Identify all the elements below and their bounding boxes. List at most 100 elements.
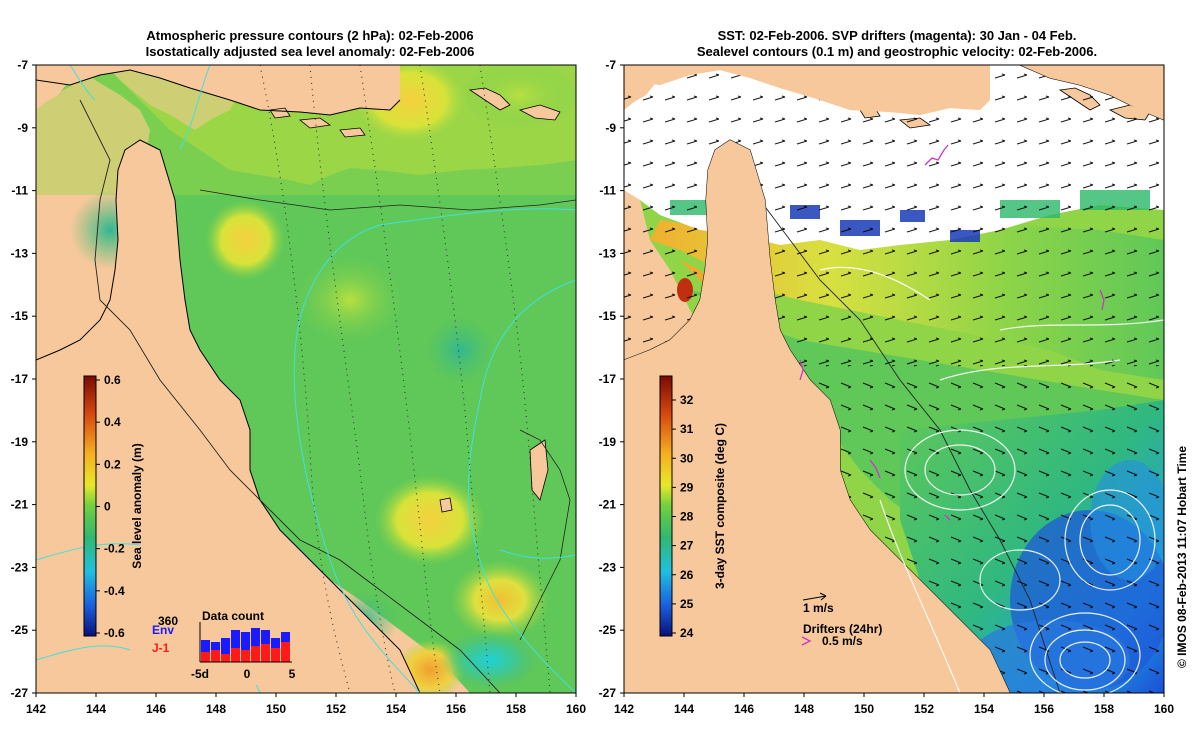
velocity-scale-legend: 1 m/s <box>802 592 834 615</box>
j1-count-bar <box>221 654 230 662</box>
right-map <box>624 65 1164 693</box>
right-lon-axis: 142 144 146 148 150 152 154 156 158 160 <box>614 693 1174 716</box>
colorbar-tick-label: 0.6 <box>104 373 121 387</box>
lon-tick-label: 144 <box>86 702 106 716</box>
data-count-x-tick: -5d <box>191 667 209 681</box>
lon-tick-label: 142 <box>614 702 634 716</box>
lon-tick-label: 148 <box>794 702 814 716</box>
j1-count-bar <box>261 644 270 662</box>
j1-count-bar <box>211 650 220 662</box>
right-colorbar: 32 31 30 29 28 27 26 25 24 3-day SST composite (… <box>659 375 727 640</box>
colorbar-tick-label: 28 <box>680 510 694 524</box>
colorbar-tick-label: 27 <box>680 539 694 553</box>
lat-tick-label: -19 <box>11 435 29 449</box>
lon-tick-label: 150 <box>854 702 874 716</box>
right-lat-axis: -7 -9 -11 -13 -15 -17 -19 -21 -23 -25 -27 <box>599 58 624 700</box>
right-title-line1: SST: 02-Feb-2006. SVP drifters (magenta)… <box>717 28 1077 43</box>
lat-tick-label: -9 <box>605 121 616 135</box>
colorbar-tick-label: 0 <box>104 500 111 514</box>
lat-tick-label: -11 <box>599 184 616 198</box>
drifter-arrow-icon <box>801 636 812 646</box>
lat-tick-label: -15 <box>599 309 617 323</box>
left-map <box>36 65 576 693</box>
drifters-label: Drifters (24hr) <box>803 622 882 636</box>
lon-tick-label: 142 <box>26 702 46 716</box>
lat-tick-label: -7 <box>605 58 616 72</box>
lat-tick-label: -13 <box>599 246 617 260</box>
j1-count-bar <box>201 652 210 662</box>
lat-tick-label: -27 <box>599 686 617 700</box>
j1-count-bar <box>231 648 240 662</box>
env-count-bar <box>201 640 210 662</box>
env-count-bar <box>241 632 250 662</box>
colorbar-tick-label: 0.4 <box>104 415 121 429</box>
right-title-line2: Sealevel contours (0.1 m) and geostrophi… <box>696 44 1098 59</box>
lon-tick-label: 154 <box>974 702 994 716</box>
sla-colorbar-label: Sea level anomaly (m) <box>130 443 144 568</box>
data-count-bars <box>201 628 290 662</box>
lon-tick-label: 158 <box>506 702 526 716</box>
data-count-x-tick: 0 <box>244 667 251 681</box>
env-legend-label: Env <box>152 623 174 637</box>
colorbar-tick-label: 29 <box>680 480 694 494</box>
colorbar-tick-label: 0.2 <box>104 457 121 471</box>
j1-legend-label: J-1 <box>152 641 170 655</box>
sst-colorbar-gradient <box>659 375 673 637</box>
data-count-title: Data count <box>202 609 264 623</box>
lat-tick-label: -25 <box>11 623 29 637</box>
lat-tick-label: -17 <box>599 372 617 386</box>
drifter-speed-label: 0.5 m/s <box>822 634 863 648</box>
lon-tick-label: 160 <box>566 702 586 716</box>
left-title: Atmospheric pressure contours (2 hPa): 0… <box>40 28 580 60</box>
lon-tick-label: 154 <box>386 702 406 716</box>
lon-tick-label: 146 <box>146 702 166 716</box>
lat-tick-label: -23 <box>599 560 617 574</box>
lat-tick-label: -19 <box>599 435 617 449</box>
lon-tick-label: 160 <box>1154 702 1174 716</box>
lat-tick-label: -15 <box>11 309 29 323</box>
lon-tick-label: 152 <box>326 702 346 716</box>
colorbar-tick-label: -0.6 <box>104 626 125 640</box>
right-title: SST: 02-Feb-2006. SVP drifters (magenta)… <box>622 28 1172 60</box>
env-count-bar <box>251 628 260 662</box>
colorbar-tick-label: 25 <box>680 597 694 611</box>
lat-tick-label: -13 <box>11 246 29 260</box>
drifter-legend: Drifters (24hr) 0.5 m/s <box>801 622 882 648</box>
lat-tick-label: -17 <box>11 372 29 386</box>
colorbar-tick-label: 30 <box>680 451 694 465</box>
left-title-line1: Atmospheric pressure contours (2 hPa): 0… <box>146 28 474 43</box>
j1-count-bar <box>251 646 260 662</box>
j1-count-bar <box>281 642 290 662</box>
colorbar-tick-label: 32 <box>680 393 694 407</box>
colorbar-tick-label: -0.4 <box>104 584 125 598</box>
lat-tick-label: -25 <box>599 623 617 637</box>
lon-tick-label: 156 <box>1034 702 1054 716</box>
sst-colorbar-label: 3-day SST composite (deg C) <box>713 423 727 589</box>
lon-tick-label: 152 <box>914 702 934 716</box>
credit-text: © IMOS 08-Feb-2013 11:07 Hobart Time <box>1175 446 1189 668</box>
colorbar-tick-label: 31 <box>680 422 694 436</box>
j1-count-bar <box>271 648 280 662</box>
left-lon-axis: 142 144 146 148 150 152 154 156 158 160 <box>26 693 586 716</box>
lon-tick-label: 150 <box>266 702 286 716</box>
lon-tick-label: 148 <box>206 702 226 716</box>
colorbar-tick-label: 26 <box>680 568 694 582</box>
sla-colorbar-gradient <box>83 375 97 637</box>
scale-arrow-icon <box>802 595 827 601</box>
lat-tick-label: -27 <box>11 686 29 700</box>
j1-count-bar <box>241 650 250 662</box>
left-lat-axis: -7 -9 -11 -13 -15 -17 -19 -21 -23 -25 -27 <box>11 58 36 700</box>
scale-label: 1 m/s <box>803 601 834 615</box>
left-colorbar: 0.6 0.4 0.2 0 -0.2 -0.4 -0.6 Sea level anomaly… <box>83 373 144 640</box>
left-title-line2: Isostatically adjusted sea level anomaly… <box>145 44 475 59</box>
data-count-x-tick: 5 <box>289 667 296 681</box>
lon-tick-label: 158 <box>1094 702 1114 716</box>
lat-tick-label: -11 <box>11 184 28 198</box>
lon-tick-label: 156 <box>446 702 466 716</box>
data-count-max-label: 360 <box>158 614 178 628</box>
lon-tick-label: 146 <box>734 702 754 716</box>
lat-tick-label: -9 <box>17 121 28 135</box>
env-count-bar <box>231 630 240 662</box>
env-count-bar <box>221 638 230 662</box>
lat-tick-label: -21 <box>11 498 29 512</box>
